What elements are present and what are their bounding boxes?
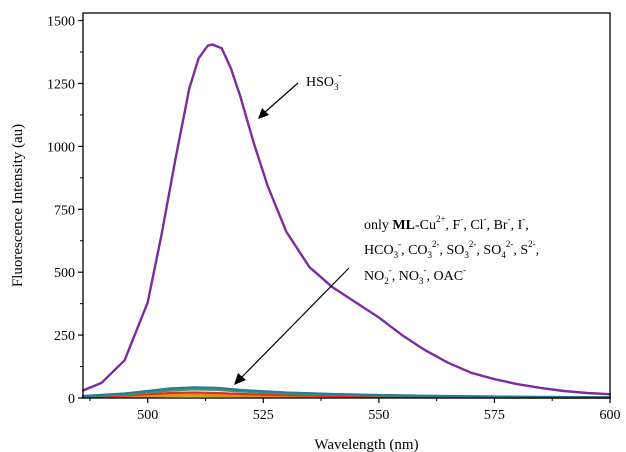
y-tick-label-750: 750	[54, 203, 75, 218]
arrow-others	[234, 267, 350, 385]
y-tick-label-500: 500	[54, 266, 75, 281]
plot-area	[81, 43, 612, 399]
x-tick-label-575: 575	[484, 408, 505, 423]
x-tick-label-600: 600	[600, 408, 621, 423]
annotation-others-line-1: only ML-Cu2+, F-, Cl-, Br-, I-,	[364, 214, 529, 233]
y-axis-title: Fluorescence Intensity (au)	[10, 124, 26, 287]
y-tick-label-250: 250	[54, 329, 75, 344]
arrow-hso3	[258, 82, 299, 119]
y-tick-label-1250: 1250	[47, 77, 75, 92]
plot-frame	[82, 12, 611, 399]
x-tick-label-525: 525	[253, 408, 274, 423]
annotation-others-line-3: NO2-, NO3-, OAC-	[364, 265, 466, 286]
y-tick-label-1000: 1000	[47, 140, 75, 155]
series-line-1	[81, 386, 612, 399]
axes: 500 525 550 575 600 0 250 500 750 1000 1250 1500 Wav…	[10, 12, 621, 452]
x-tick-label-500: 500	[137, 408, 158, 423]
annotation-others-line-2: HCO3-, CO32-, SO32-, SO42-, S2-,	[364, 239, 539, 260]
annotations: HSO3- only ML-Cu2+, F-, Cl-, Br-, I-, HC…	[234, 70, 539, 385]
series-line-0	[81, 43, 612, 396]
x-axis-title: Wavelength (nm)	[314, 437, 418, 452]
annotation-hso3: HSO3-	[306, 70, 342, 92]
y-tick-label-0: 0	[68, 392, 75, 407]
x-tick-label-550: 550	[368, 408, 389, 423]
y-tick-label-1500: 1500	[47, 15, 75, 30]
